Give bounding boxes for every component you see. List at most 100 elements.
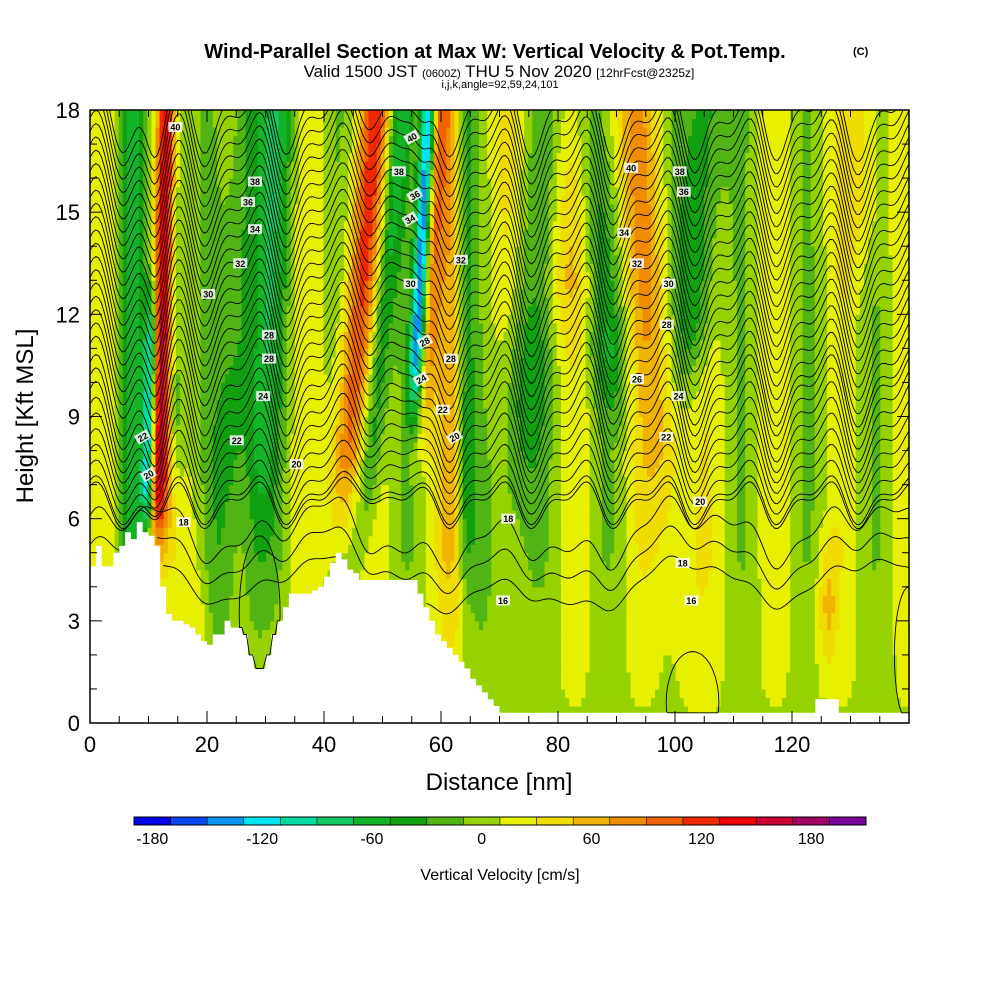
velocity-cell (257, 569, 263, 579)
velocity-cell (311, 314, 316, 324)
velocity-cell (163, 254, 169, 264)
velocity-cell (290, 203, 296, 213)
velocity-cell (278, 569, 284, 579)
velocity-cell (90, 399, 95, 409)
velocity-cell (188, 578, 193, 588)
velocity-cell (143, 365, 148, 375)
velocity-cell (302, 407, 308, 418)
velocity-cell (196, 535, 202, 545)
velocity-cell (225, 229, 230, 239)
velocity-cell (126, 263, 132, 273)
velocity-cell (331, 518, 337, 528)
velocity-cell (278, 331, 284, 341)
velocity-cell (196, 476, 202, 486)
velocity-cell (282, 416, 288, 426)
velocity-cell (159, 229, 165, 239)
velocity-cell (286, 178, 292, 188)
velocity-cell (212, 212, 218, 222)
velocity-cell (290, 314, 296, 324)
velocity-cell (225, 331, 230, 341)
velocity-cell (278, 544, 284, 554)
velocity-cell (192, 561, 198, 571)
velocity-cell (171, 297, 177, 307)
velocity-cell (286, 246, 292, 256)
velocity-cell (266, 416, 271, 426)
velocity-cell (143, 169, 148, 179)
velocity-cell (200, 612, 206, 622)
velocity-cell (364, 288, 370, 298)
velocity-cell (192, 339, 198, 349)
velocity-cell (175, 161, 181, 171)
velocity-cell (184, 280, 189, 290)
velocity-cell (364, 271, 370, 281)
velocity-cell (229, 459, 234, 469)
velocity-cell (245, 459, 251, 469)
velocity-cell (135, 280, 140, 290)
velocity-cell (261, 518, 267, 528)
velocity-cell (114, 382, 120, 392)
velocity-cell (302, 518, 308, 528)
velocity-cell (180, 535, 185, 545)
velocity-cell (253, 612, 259, 622)
velocity-cell (204, 561, 210, 571)
velocity-cell (155, 144, 161, 154)
velocity-cell (237, 535, 243, 545)
velocity-cell (286, 135, 292, 145)
velocity-cell (290, 118, 296, 128)
velocity-cell (200, 476, 206, 486)
velocity-cell (311, 467, 316, 477)
velocity-cell (311, 263, 316, 273)
velocity-cell (200, 263, 206, 273)
velocity-cell (290, 144, 296, 154)
velocity-cell (319, 229, 325, 239)
velocity-cell (159, 569, 165, 579)
velocity-cell (114, 442, 120, 452)
velocity-cell (241, 220, 247, 230)
velocity-cell (208, 407, 214, 418)
velocity-cell (270, 322, 275, 332)
velocity-cell (307, 484, 312, 494)
velocity-cell (278, 365, 284, 375)
velocity-cell (208, 586, 214, 596)
velocity-cell (204, 144, 210, 154)
velocity-cell (171, 603, 177, 613)
velocity-cell (241, 450, 247, 460)
velocity-cell (102, 527, 107, 537)
velocity-cell (151, 407, 157, 418)
velocity-cell (102, 373, 107, 384)
velocity-cell (237, 237, 243, 247)
velocity-cell (257, 484, 263, 494)
velocity-cell (180, 161, 185, 171)
velocity-cell (151, 118, 157, 128)
velocity-cell (175, 339, 181, 349)
velocity-cell (200, 629, 206, 639)
velocity-cell (175, 425, 181, 435)
velocity-cell (126, 195, 132, 205)
velocity-cell (114, 416, 120, 426)
velocity-cell (171, 348, 177, 358)
velocity-cell (278, 169, 284, 179)
velocity-cell (196, 297, 202, 307)
velocity-cell (151, 399, 157, 409)
velocity-cell (163, 416, 169, 426)
velocity-cell (151, 195, 157, 205)
velocity-cell (229, 305, 234, 315)
velocity-cell (290, 212, 296, 222)
velocity-cell (319, 297, 325, 307)
velocity-cell (221, 467, 226, 477)
velocity-cell (335, 161, 341, 171)
velocity-cell (167, 467, 173, 477)
velocity-cell (302, 246, 308, 256)
velocity-cell (266, 459, 271, 469)
velocity-cell (212, 110, 218, 120)
velocity-cell (286, 425, 292, 435)
velocity-cell (278, 399, 284, 409)
velocity-cell (130, 152, 136, 162)
velocity-cell (282, 476, 288, 486)
velocity-cell (257, 595, 263, 605)
velocity-cell (208, 110, 214, 120)
velocity-cell (282, 195, 288, 205)
velocity-cell (151, 110, 157, 120)
velocity-cell (233, 459, 239, 469)
velocity-cell (253, 450, 259, 460)
